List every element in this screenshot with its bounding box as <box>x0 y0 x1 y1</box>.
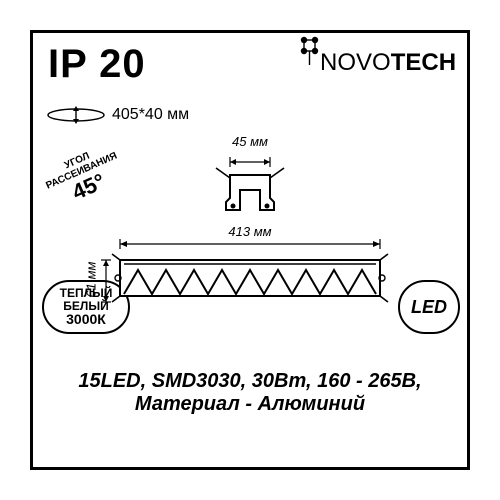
cutout-icon <box>46 106 106 124</box>
brand-logo: NOVOTECH <box>298 46 456 80</box>
specs-line1: 15LED, SMD3030, 30Вт, 160 - 265В, <box>0 370 500 393</box>
specifications: 15LED, SMD3030, 30Вт, 160 - 265В, Матери… <box>0 370 500 416</box>
cutout-text: 405*40 мм <box>112 106 189 124</box>
fixture-diagram <box>90 230 410 320</box>
height-dimension <box>96 256 116 306</box>
cutout-dimensions: 405*40 мм <box>46 106 189 124</box>
logo-text: NOVOTECH <box>320 49 456 77</box>
led-text: LED <box>411 298 447 317</box>
fixture-width-label: 413 мм <box>220 224 280 239</box>
clip-width-label: 45 мм <box>225 134 275 149</box>
ip-rating: IP 20 <box>48 42 146 87</box>
mounting-clip-diagram <box>200 140 300 220</box>
specs-line2: Материал - Алюминий <box>0 393 500 416</box>
logo-dots-icon <box>298 34 322 68</box>
